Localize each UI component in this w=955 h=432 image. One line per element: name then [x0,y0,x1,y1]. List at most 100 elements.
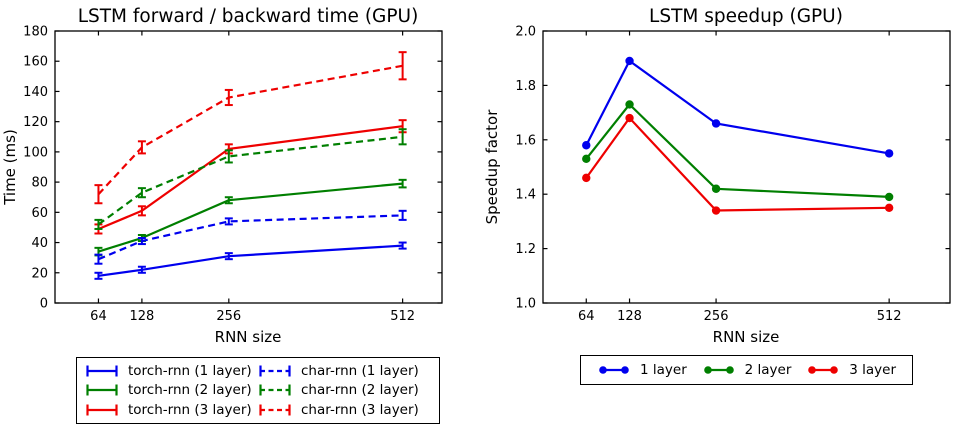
series-line [585,116,890,212]
left-chart-title: LSTM forward / backward time (GPU) [78,6,419,27]
x-tick-label: 128 [129,309,154,324]
y-tick-label: 1.4 [515,188,536,203]
series-line [98,182,403,253]
series-3-layer [582,113,894,215]
legend-dot [808,366,817,374]
right-chart-xlabel: RNN size [713,328,780,346]
legend-label: torch-rnn (2 layer) [128,382,252,399]
y-tick-label: 20 [31,266,48,281]
series-torch-rnn-1-layer- [94,241,407,280]
data-point-marker [711,206,721,215]
plot-areas: 64 128 256 512 0 20 40 60 80 100 120 140 160 180 64 128… [23,25,951,324]
legend-label: 3 layer [849,362,896,378]
errorbar-marker-icon [259,404,291,416]
series-line [585,102,890,198]
data-point-marker [625,56,634,66]
left-chart-xlabel: RNN size [215,328,282,346]
charts-canvas: LSTM forward / backward time (GPU) RNN s… [1,6,951,346]
legend-dot [725,366,734,374]
y-tick-label: 100 [23,145,48,160]
y-tick-label: 1.0 [515,297,536,312]
circle-line-marker-icon [599,366,629,374]
speedup-chart-legend: 1 layer 2 layer 3 layer [580,355,913,385]
series-char-rnn-1-layer- [94,209,407,265]
legend-item-torch-rnn-1-layer-: torch-rnn (1 layer) [85,363,258,379]
data-point-marker [884,149,894,158]
data-point-marker [582,141,591,150]
legend-item-char-rnn-3-layer-: char-rnn (3 layer) [258,402,431,418]
x-tick-label: 128 [617,309,642,324]
errorbar-marker-icon [86,384,118,396]
errorbar-marker-icon [86,404,118,416]
legend-label: 2 layer [744,362,792,378]
legend-dot [621,366,629,374]
x-tick-label: 256 [216,309,241,324]
errorbar-marker-icon [259,384,291,396]
legend-item-char-rnn-2-layer-: char-rnn (2 layer) [258,382,431,398]
series-char-rnn-3-layer- [94,51,407,205]
x-tick-label: 512 [877,309,902,324]
series-line [98,125,403,231]
legend-label: char-rnn (2 layer) [301,382,419,399]
data-point-marker [625,100,634,109]
legend-dot [830,366,839,374]
y-tick-label: 40 [31,236,48,251]
y-tick-label: 140 [23,85,48,100]
series-torch-rnn-2-layer- [94,178,407,257]
y-tick-label: 1.2 [515,242,536,257]
plot-frame [542,30,951,304]
legend-label: torch-rnn (1 layer) [128,362,252,379]
plot-1: 64 128 256 512 1.0 1.2 1.4 1.6 1.8 2.0 [515,25,951,324]
series-line [97,135,403,226]
y-tick-label: 60 [31,206,48,221]
errorbar-marker-icon [259,365,291,377]
legend-label: char-rnn (1 layer) [301,362,419,379]
legend-item-char-rnn-1-layer-: char-rnn (1 layer) [258,363,431,379]
legend-item-torch-rnn-2-layer-: torch-rnn (2 layer) [85,382,258,398]
right-chart-title: LSTM speedup (GPU) [649,6,843,27]
y-tick-label: 1.8 [515,79,536,94]
right-chart-ylabel: Speedup factor [483,109,501,225]
series-line [98,214,403,261]
legend-label: 1 layer [640,362,687,378]
y-tick-label: 80 [31,176,48,191]
left-chart-ylabel: Time (ms) [1,129,19,206]
series-line [97,64,403,195]
data-point-marker [884,192,894,202]
legend-label: char-rnn (3 layer) [301,402,419,419]
data-point-marker [625,113,634,123]
y-tick-label: 2.0 [515,25,536,40]
series-torch-rnn-3-layer- [94,119,407,235]
time-chart-legend: torch-rnn (1 layer) torch-rnn (2 layer) to… [76,357,440,424]
y-tick-label: 1.6 [515,133,536,148]
series-line [98,244,403,277]
y-tick-label: 0 [40,297,48,312]
legend-label: torch-rnn (3 layer) [128,402,252,419]
data-point-marker [884,203,894,212]
errorbar-marker-icon [86,365,118,377]
legend-item-2-layer: 2 layer [702,362,792,378]
plot-frame [54,30,443,304]
series-1-layer [582,56,894,158]
circle-line-marker-icon [703,366,734,374]
data-point-marker [711,184,721,193]
plot-0: 64 128 256 512 0 20 40 60 80 100 120 140 160 180 [23,25,443,324]
y-tick-label: 120 [23,115,48,130]
y-tick-label: 160 [23,55,48,70]
series-2-layer [582,100,894,202]
y-tick-label: 180 [23,25,48,40]
circle-line-marker-icon [808,366,839,374]
x-tick-label: 256 [704,309,729,324]
x-tick-label: 64 [578,309,595,324]
data-point-marker [582,173,591,183]
x-tick-label: 512 [390,309,415,324]
data-point-marker [711,119,721,128]
legend-item-1-layer: 1 layer [597,362,687,378]
legend-dot [703,366,712,374]
series-line [585,59,890,155]
legend-item-3-layer: 3 layer [806,362,896,378]
legend-dot [599,366,607,374]
legend-item-torch-rnn-3-layer-: torch-rnn (3 layer) [85,402,258,418]
data-point-marker [582,154,591,164]
